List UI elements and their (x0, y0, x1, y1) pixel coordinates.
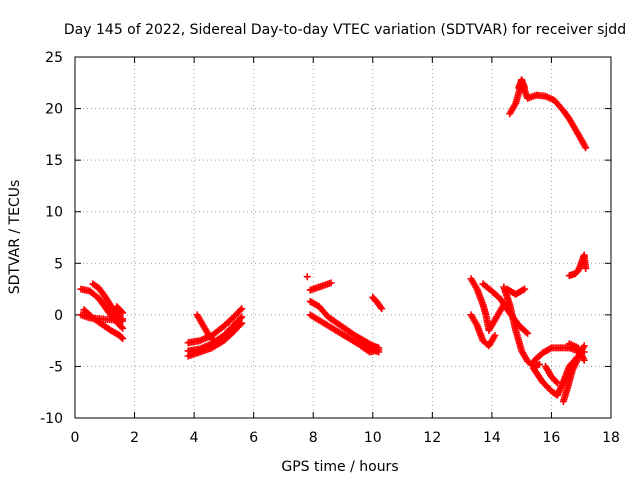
data-point (524, 329, 532, 337)
data-point (238, 319, 246, 327)
data-point (580, 342, 588, 350)
data-point (582, 264, 590, 272)
data-point (236, 306, 244, 314)
x-axis-label: GPS time / hours (281, 459, 398, 475)
data-point (327, 279, 335, 287)
y-tick-label: 20 (45, 102, 63, 118)
data-point (117, 323, 125, 331)
axes-frame (74, 56, 612, 419)
data-point (119, 324, 127, 332)
data-point (211, 338, 219, 346)
data-point (238, 313, 246, 321)
y-tick-labels: -10 -5 0 5 10 15 20 25 (40, 50, 63, 427)
data-point (119, 309, 127, 317)
y-axis-label: SDTVAR / TECUs (7, 180, 23, 295)
data-point (236, 320, 244, 328)
data-point (118, 308, 126, 316)
data-point (553, 379, 561, 387)
y-tick-label: 25 (45, 50, 63, 66)
data-point (522, 328, 530, 336)
x-tick-label: 2 (130, 430, 139, 446)
data-point (119, 315, 127, 323)
data-points (77, 76, 590, 405)
x-tick-label: 18 (602, 430, 620, 446)
data-point (521, 84, 529, 92)
data-point (552, 378, 560, 386)
data-point (580, 356, 588, 364)
x-tick-label: 4 (190, 430, 199, 446)
data-point (378, 305, 386, 313)
y-tick-label: -10 (40, 411, 63, 427)
y-tick-label: -5 (49, 359, 63, 375)
data-point (375, 346, 383, 354)
data-point (521, 285, 529, 293)
data-point (582, 144, 590, 152)
y-tick-label: 5 (54, 256, 63, 272)
data-point (546, 345, 554, 353)
data-point (119, 335, 127, 343)
x-tick-label: 16 (543, 430, 561, 446)
x-tick-label: 0 (71, 430, 80, 446)
data-point (491, 331, 499, 339)
grid-lines (75, 57, 611, 418)
data-point (210, 336, 218, 344)
data-point (536, 360, 544, 368)
y-tick-label: 10 (45, 205, 63, 221)
data-point (303, 273, 311, 281)
y-tick-label: 15 (45, 153, 63, 169)
data-point (118, 334, 126, 342)
x-tick-label: 10 (364, 430, 382, 446)
chart-title: Day 145 of 2022, Sidereal Day-to-day VTE… (64, 22, 626, 38)
data-point (236, 314, 244, 322)
x-tick-labels: 0 2 4 6 8 10 12 14 16 18 (71, 430, 620, 446)
x-tick-label: 12 (423, 430, 441, 446)
data-point (519, 286, 527, 294)
x-tick-label: 6 (249, 430, 258, 446)
x-tick-label: 8 (309, 430, 318, 446)
tick-marks (74, 56, 612, 419)
y-tick-label: 0 (54, 308, 63, 324)
data-point (238, 305, 246, 313)
x-tick-label: 14 (483, 430, 501, 446)
